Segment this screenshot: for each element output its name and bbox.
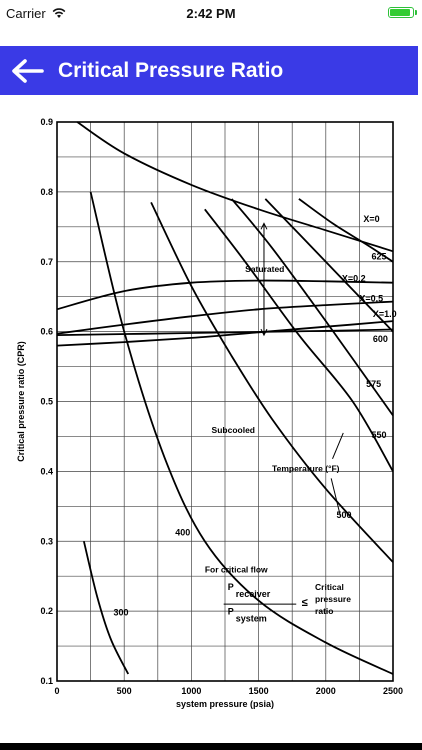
series-label: 300 [113, 607, 128, 617]
y-tick-label: 0.6 [40, 327, 53, 337]
series-label: 550 [371, 430, 386, 440]
y-tick-label: 0.4 [40, 466, 53, 476]
battery-icon [388, 7, 417, 18]
y-tick-label: 0.9 [40, 117, 53, 127]
x-tick-label: 500 [117, 686, 132, 696]
status-left: Carrier [6, 6, 66, 21]
critical-flow-label: For critical flow [205, 565, 268, 575]
x-tick-label: 2500 [383, 686, 403, 696]
subcooled-label: Subcooled [212, 425, 255, 435]
series-label: 400 [175, 528, 190, 538]
series-line-6 [264, 198, 394, 333]
saturated-label: Saturated [245, 264, 284, 274]
series-line-2 [56, 300, 394, 335]
critical-label: Critical [315, 582, 344, 592]
series-label: 625 [371, 252, 386, 262]
x-axis-label: system pressure (psia) [176, 699, 274, 709]
bottom-edge [0, 743, 422, 750]
series-line-3 [56, 320, 394, 347]
series-line-1 [56, 279, 394, 311]
series-line-11 [83, 541, 130, 675]
system-label: system [236, 614, 267, 624]
nav-bar: Critical Pressure Ratio [0, 46, 418, 95]
series-label: X=1.0 [373, 309, 397, 319]
less-equal-symbol: ≤ [302, 597, 308, 609]
temperature-arrow-up [332, 432, 344, 459]
y-tick-label: 0.5 [40, 397, 53, 407]
p-system-symbol: P [228, 607, 234, 617]
p-receiver-symbol: P [228, 582, 234, 592]
pressure-label: pressure [315, 594, 351, 604]
y-tick-label: 0.1 [40, 676, 53, 686]
series-label: X=0.2 [342, 273, 366, 283]
receiver-label: receiver [236, 589, 271, 599]
back-button[interactable] [4, 46, 50, 95]
cpr-chart: 0 500 1000 1500 2000 2500 0.1 0.2 0.3 0.4 0.5 0.6 0.… [16, 117, 403, 709]
series-label: X=0.5 [359, 294, 383, 304]
series-line-9 [150, 202, 394, 563]
x-tick-label: 2000 [316, 686, 336, 696]
temperature-arrow-down [330, 478, 342, 517]
ratio-label: ratio [315, 606, 333, 616]
series-line-0 [76, 121, 394, 253]
y-axis-label: Critical pressure ratio (CPR) [16, 341, 26, 462]
arrow-left-icon [12, 58, 44, 83]
arrow-head-down [260, 328, 268, 337]
series-line-7 [231, 198, 394, 417]
y-tick-label: 0.7 [40, 257, 53, 267]
arrow-head-up [260, 222, 268, 230]
y-tick-label: 0.8 [40, 187, 53, 197]
page-title: Critical Pressure Ratio [58, 58, 284, 82]
carrier-label: Carrier [6, 6, 46, 21]
x-tick-label: 1500 [249, 686, 269, 696]
series-label: 600 [373, 334, 388, 344]
status-time: 2:42 PM [186, 6, 236, 21]
x-tick-label: 0 [54, 686, 59, 696]
chart-image: 0 500 1000 1500 2000 2500 0.1 0.2 0.3 0.4 0.5 0.6 0.… [0, 104, 422, 724]
plot-frame [56, 121, 394, 682]
series-line-10 [89, 191, 394, 675]
wifi-icon [52, 8, 66, 18]
series-line-8 [204, 208, 394, 472]
series-label: 575 [366, 379, 381, 389]
series-label: X=0 [363, 214, 379, 224]
series-line-4 [56, 328, 394, 336]
y-tick-label: 0.3 [40, 536, 53, 546]
x-tick-label: 1000 [181, 686, 201, 696]
series-label: 500 [337, 510, 352, 520]
y-tick-label: 0.2 [40, 606, 53, 616]
temperature-label: Temperature (°F) [272, 463, 340, 473]
status-bar: Carrier 2:42 PM [0, 0, 422, 28]
series-line-5 [298, 198, 394, 263]
